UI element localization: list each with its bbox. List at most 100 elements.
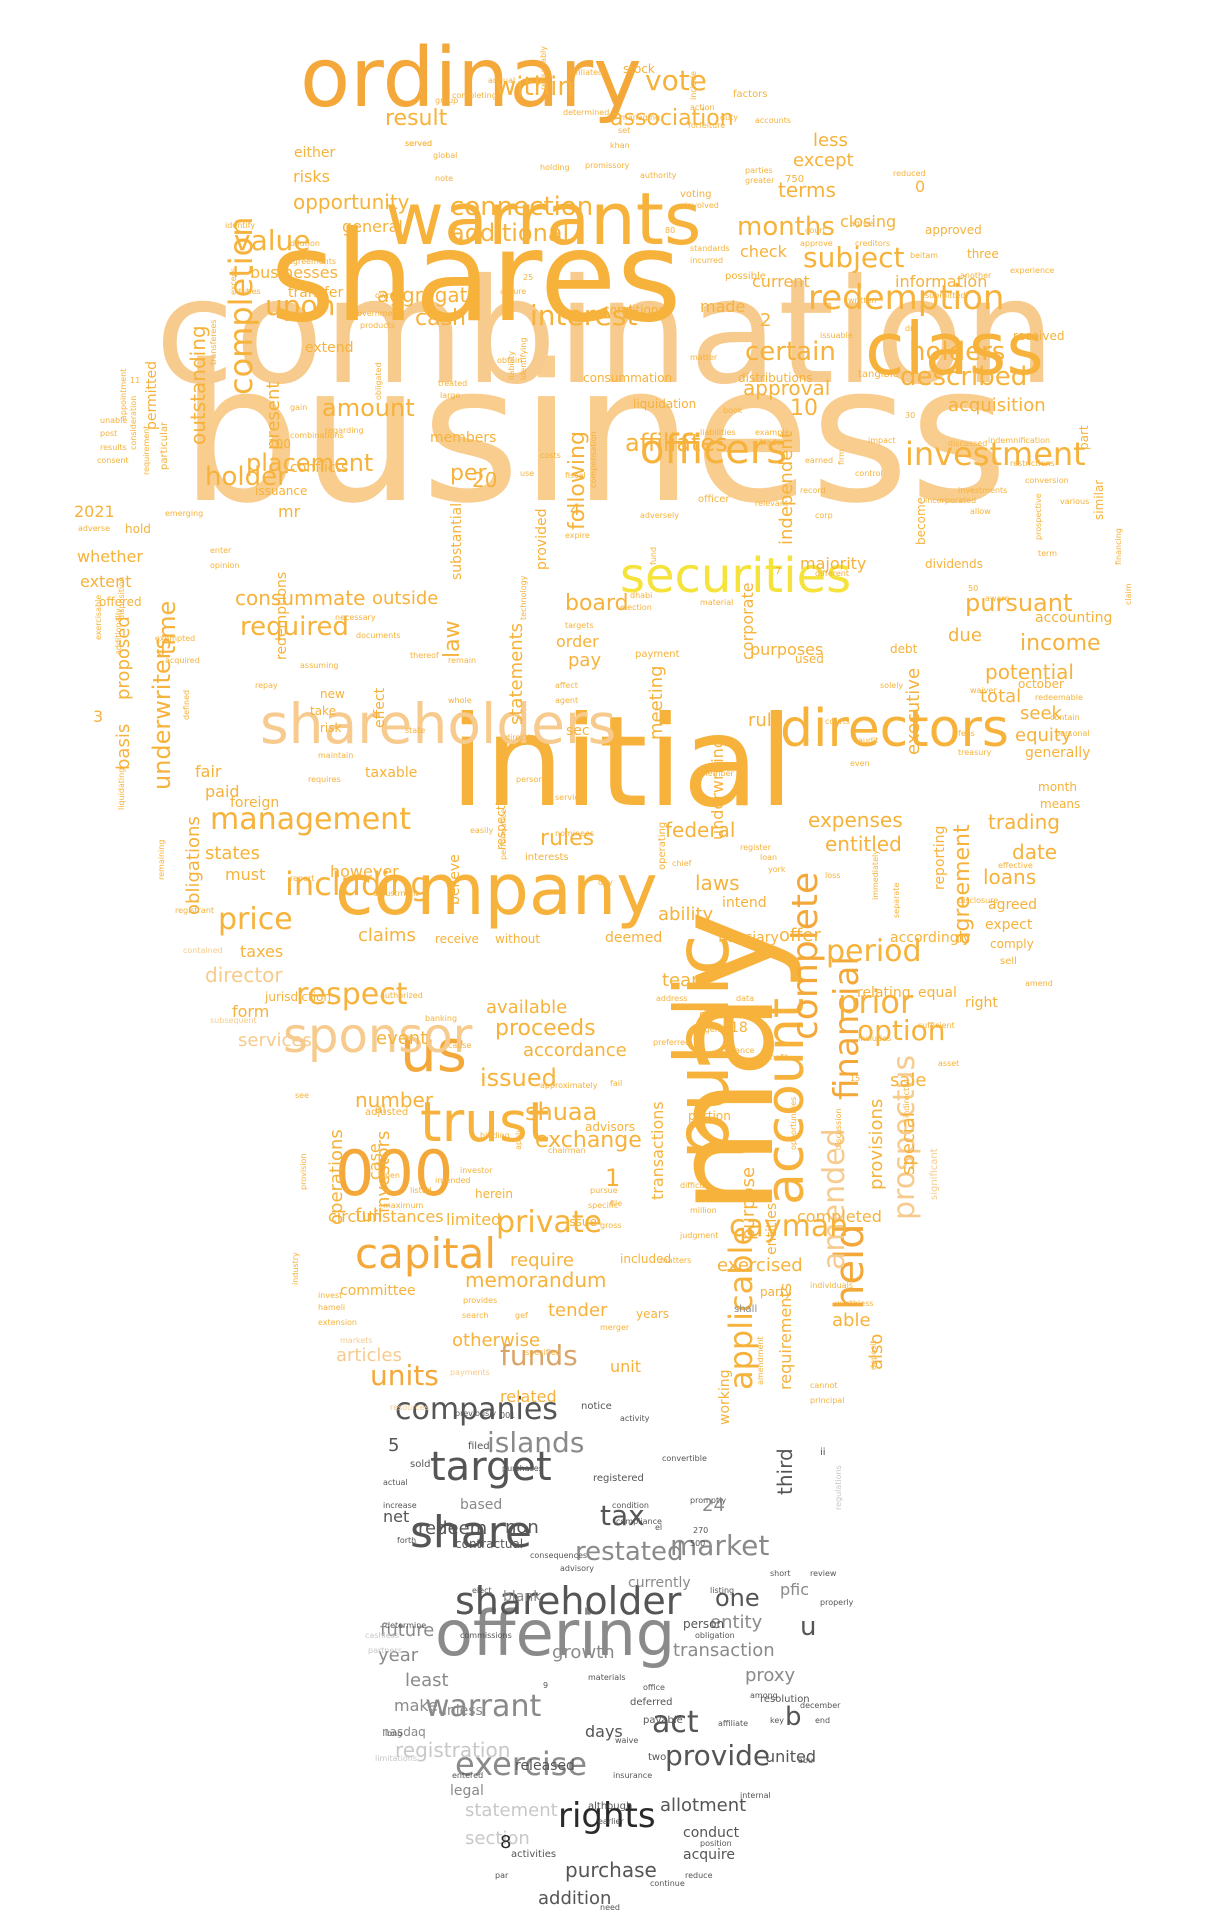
word-creditors: creditors bbox=[855, 239, 891, 248]
word-seek: seek bbox=[1020, 703, 1062, 724]
word-elect: elect bbox=[472, 1586, 492, 1595]
word-remaining: remaining bbox=[157, 839, 166, 880]
word-either: either bbox=[294, 145, 336, 161]
word-full: full bbox=[355, 1205, 383, 1226]
word-principal: principal bbox=[810, 1396, 845, 1405]
word-members: members bbox=[430, 430, 497, 446]
word-gef: gef bbox=[515, 1311, 528, 1320]
word-maximum: maximum bbox=[383, 1201, 424, 1210]
word-purchases: purchases bbox=[502, 1464, 543, 1473]
word-states: states bbox=[205, 843, 260, 864]
word-adverse: adverse bbox=[78, 524, 111, 533]
word-taxes: taxes bbox=[240, 942, 284, 961]
word-binding: binding bbox=[480, 1131, 510, 1140]
word-means: means bbox=[1040, 797, 1081, 811]
word-5: 5 bbox=[388, 1435, 400, 1456]
word-risks: risks bbox=[293, 167, 330, 186]
word-redeem: redeem bbox=[418, 1518, 488, 1539]
word-convertible: convertible bbox=[662, 1454, 707, 1463]
word-combination: combination bbox=[155, 248, 1056, 417]
word-must: must bbox=[225, 865, 266, 884]
word-remain: remain bbox=[448, 656, 477, 665]
word-holders: holders bbox=[909, 337, 1006, 367]
word-similar: similar bbox=[1092, 479, 1106, 520]
word-asset: asset bbox=[938, 1059, 960, 1068]
word-apply: apply bbox=[514, 1127, 523, 1150]
word-determine: determine bbox=[385, 1621, 427, 1630]
word-advisory: advisory bbox=[560, 1564, 595, 1573]
word-24: 24 bbox=[702, 1495, 725, 1516]
word-form: form bbox=[232, 1002, 270, 1021]
word-consent: consent bbox=[97, 456, 129, 465]
word-search: search bbox=[462, 1311, 489, 1320]
word-federal: federal bbox=[665, 818, 736, 842]
word-member: member bbox=[700, 769, 734, 778]
word-properly: properly bbox=[820, 1598, 854, 1607]
word-indirectly: indirectly bbox=[902, 1080, 911, 1118]
word-conduct: conduct bbox=[683, 1825, 740, 1841]
word-described: described bbox=[900, 362, 1028, 392]
word-earned: earned bbox=[805, 456, 834, 465]
word-specific: specific bbox=[588, 1201, 619, 1210]
word-legal: legal bbox=[450, 1783, 484, 1799]
word-liquidating: liquidating bbox=[117, 767, 126, 810]
word-tangible: tangible bbox=[858, 369, 899, 380]
word-audit: audit bbox=[858, 736, 879, 745]
word-review: review bbox=[810, 1569, 837, 1578]
word-appointment: appointment bbox=[119, 368, 128, 420]
word-released: released bbox=[515, 1758, 575, 1774]
word-without: without bbox=[495, 932, 541, 946]
word-treasury: treasury bbox=[958, 748, 992, 757]
word-set: set bbox=[618, 126, 631, 135]
word-7: 7 bbox=[775, 566, 782, 577]
word-requires: requires bbox=[308, 775, 341, 784]
word-including: including bbox=[285, 865, 431, 903]
word-greater: greater bbox=[745, 176, 775, 185]
word-standards: standards bbox=[690, 244, 730, 253]
word-interest: interest bbox=[530, 299, 638, 332]
word-b: b bbox=[785, 1702, 802, 1732]
word-section: section bbox=[465, 1828, 530, 1849]
word-portion: portion bbox=[688, 1109, 731, 1123]
word-incurred: incurred bbox=[690, 256, 724, 265]
word-closing: closing bbox=[840, 212, 897, 231]
word-months: months bbox=[737, 212, 835, 242]
word-3: 3 bbox=[93, 707, 104, 726]
word-15: 15 bbox=[850, 1074, 861, 1083]
word-nasdaq: nasdaq bbox=[382, 1725, 426, 1739]
word-amend: amend bbox=[1025, 979, 1053, 988]
word-001: 001 bbox=[500, 1411, 516, 1420]
word-interests: interests bbox=[525, 852, 569, 863]
word-payable: payable bbox=[643, 1715, 683, 1726]
word-pfic: pfic bbox=[780, 1580, 810, 1599]
word-11: 11 bbox=[130, 376, 141, 385]
word-december: december bbox=[800, 1701, 841, 1710]
word-pursue: pursue bbox=[590, 1186, 618, 1195]
word-markets: markets bbox=[340, 1336, 373, 1345]
word-indemnification: indemnification bbox=[988, 436, 1051, 445]
word-united: united bbox=[765, 1747, 816, 1766]
word-consideration: consideration bbox=[129, 395, 138, 450]
word-million: million bbox=[690, 1206, 717, 1215]
word-team: team bbox=[662, 970, 709, 991]
word-effect: effect bbox=[372, 687, 388, 728]
word-difficult: difficult bbox=[680, 1181, 710, 1190]
word-purposes: purposes bbox=[750, 640, 824, 659]
word-control: control bbox=[855, 469, 883, 478]
word-hold: hold bbox=[125, 522, 151, 536]
word-require: require bbox=[510, 1250, 574, 1271]
word-price: price bbox=[218, 902, 293, 937]
word-market: market bbox=[670, 1529, 770, 1562]
word-identifying: identifying bbox=[519, 337, 528, 380]
word-although: although bbox=[588, 1801, 633, 1812]
word-exercisable: exercisable bbox=[94, 594, 103, 640]
word-action: action bbox=[690, 103, 715, 112]
word-connection: connection bbox=[450, 192, 594, 222]
word-30: 30 bbox=[905, 411, 916, 420]
word-forth: forth bbox=[397, 1536, 417, 1545]
word-trade: trade bbox=[760, 438, 782, 447]
word-per: per bbox=[450, 461, 487, 486]
word-long: long bbox=[385, 1729, 403, 1738]
word-outside: outside bbox=[372, 588, 439, 609]
word-person: person bbox=[683, 1617, 725, 1631]
